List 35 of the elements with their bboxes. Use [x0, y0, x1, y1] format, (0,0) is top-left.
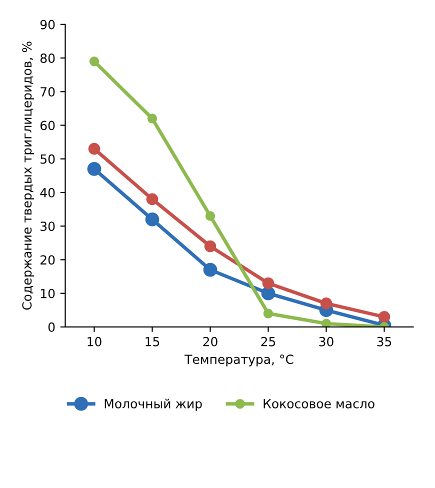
point: [320, 298, 332, 310]
point: [321, 318, 332, 327]
point: [147, 114, 158, 124]
x-axis-title: Температура, °C: [184, 354, 294, 366]
point: [146, 193, 158, 206]
point: [204, 240, 216, 252]
point: [145, 212, 160, 226]
x-tick-label: 25: [261, 336, 276, 346]
y-axis-title: Содержание твердых триглицеридов, %: [22, 42, 34, 310]
x-tick-label: 20: [203, 336, 218, 346]
point: [203, 262, 218, 277]
point: [262, 277, 274, 290]
x-tick-label: 35: [377, 336, 392, 346]
point: [261, 286, 276, 300]
point: [87, 162, 102, 176]
point: [205, 211, 216, 221]
y-tick-label: 90: [40, 20, 55, 30]
point: [89, 56, 100, 66]
y-tick-label: 30: [40, 222, 55, 232]
point: [263, 308, 274, 318]
x-tick-label: 30: [319, 336, 334, 346]
y-tick-label: 70: [40, 87, 55, 97]
point: [88, 142, 100, 155]
point: [378, 310, 390, 323]
y-tick-label: 40: [40, 188, 55, 198]
legend-label: Молочный жир: [104, 398, 202, 411]
y-tick-label: 80: [40, 53, 55, 63]
legend-label: Кокосовое масло: [264, 399, 374, 408]
x-tick-label: 10: [88, 336, 102, 346]
y-tick-label: 0: [48, 322, 55, 332]
y-tick-label: 10: [40, 288, 55, 298]
x-tick-label: 15: [146, 337, 160, 346]
y-tick-label: 60: [40, 120, 55, 130]
y-tick-label: 50: [40, 154, 55, 164]
y-tick-label: 20: [40, 255, 55, 265]
